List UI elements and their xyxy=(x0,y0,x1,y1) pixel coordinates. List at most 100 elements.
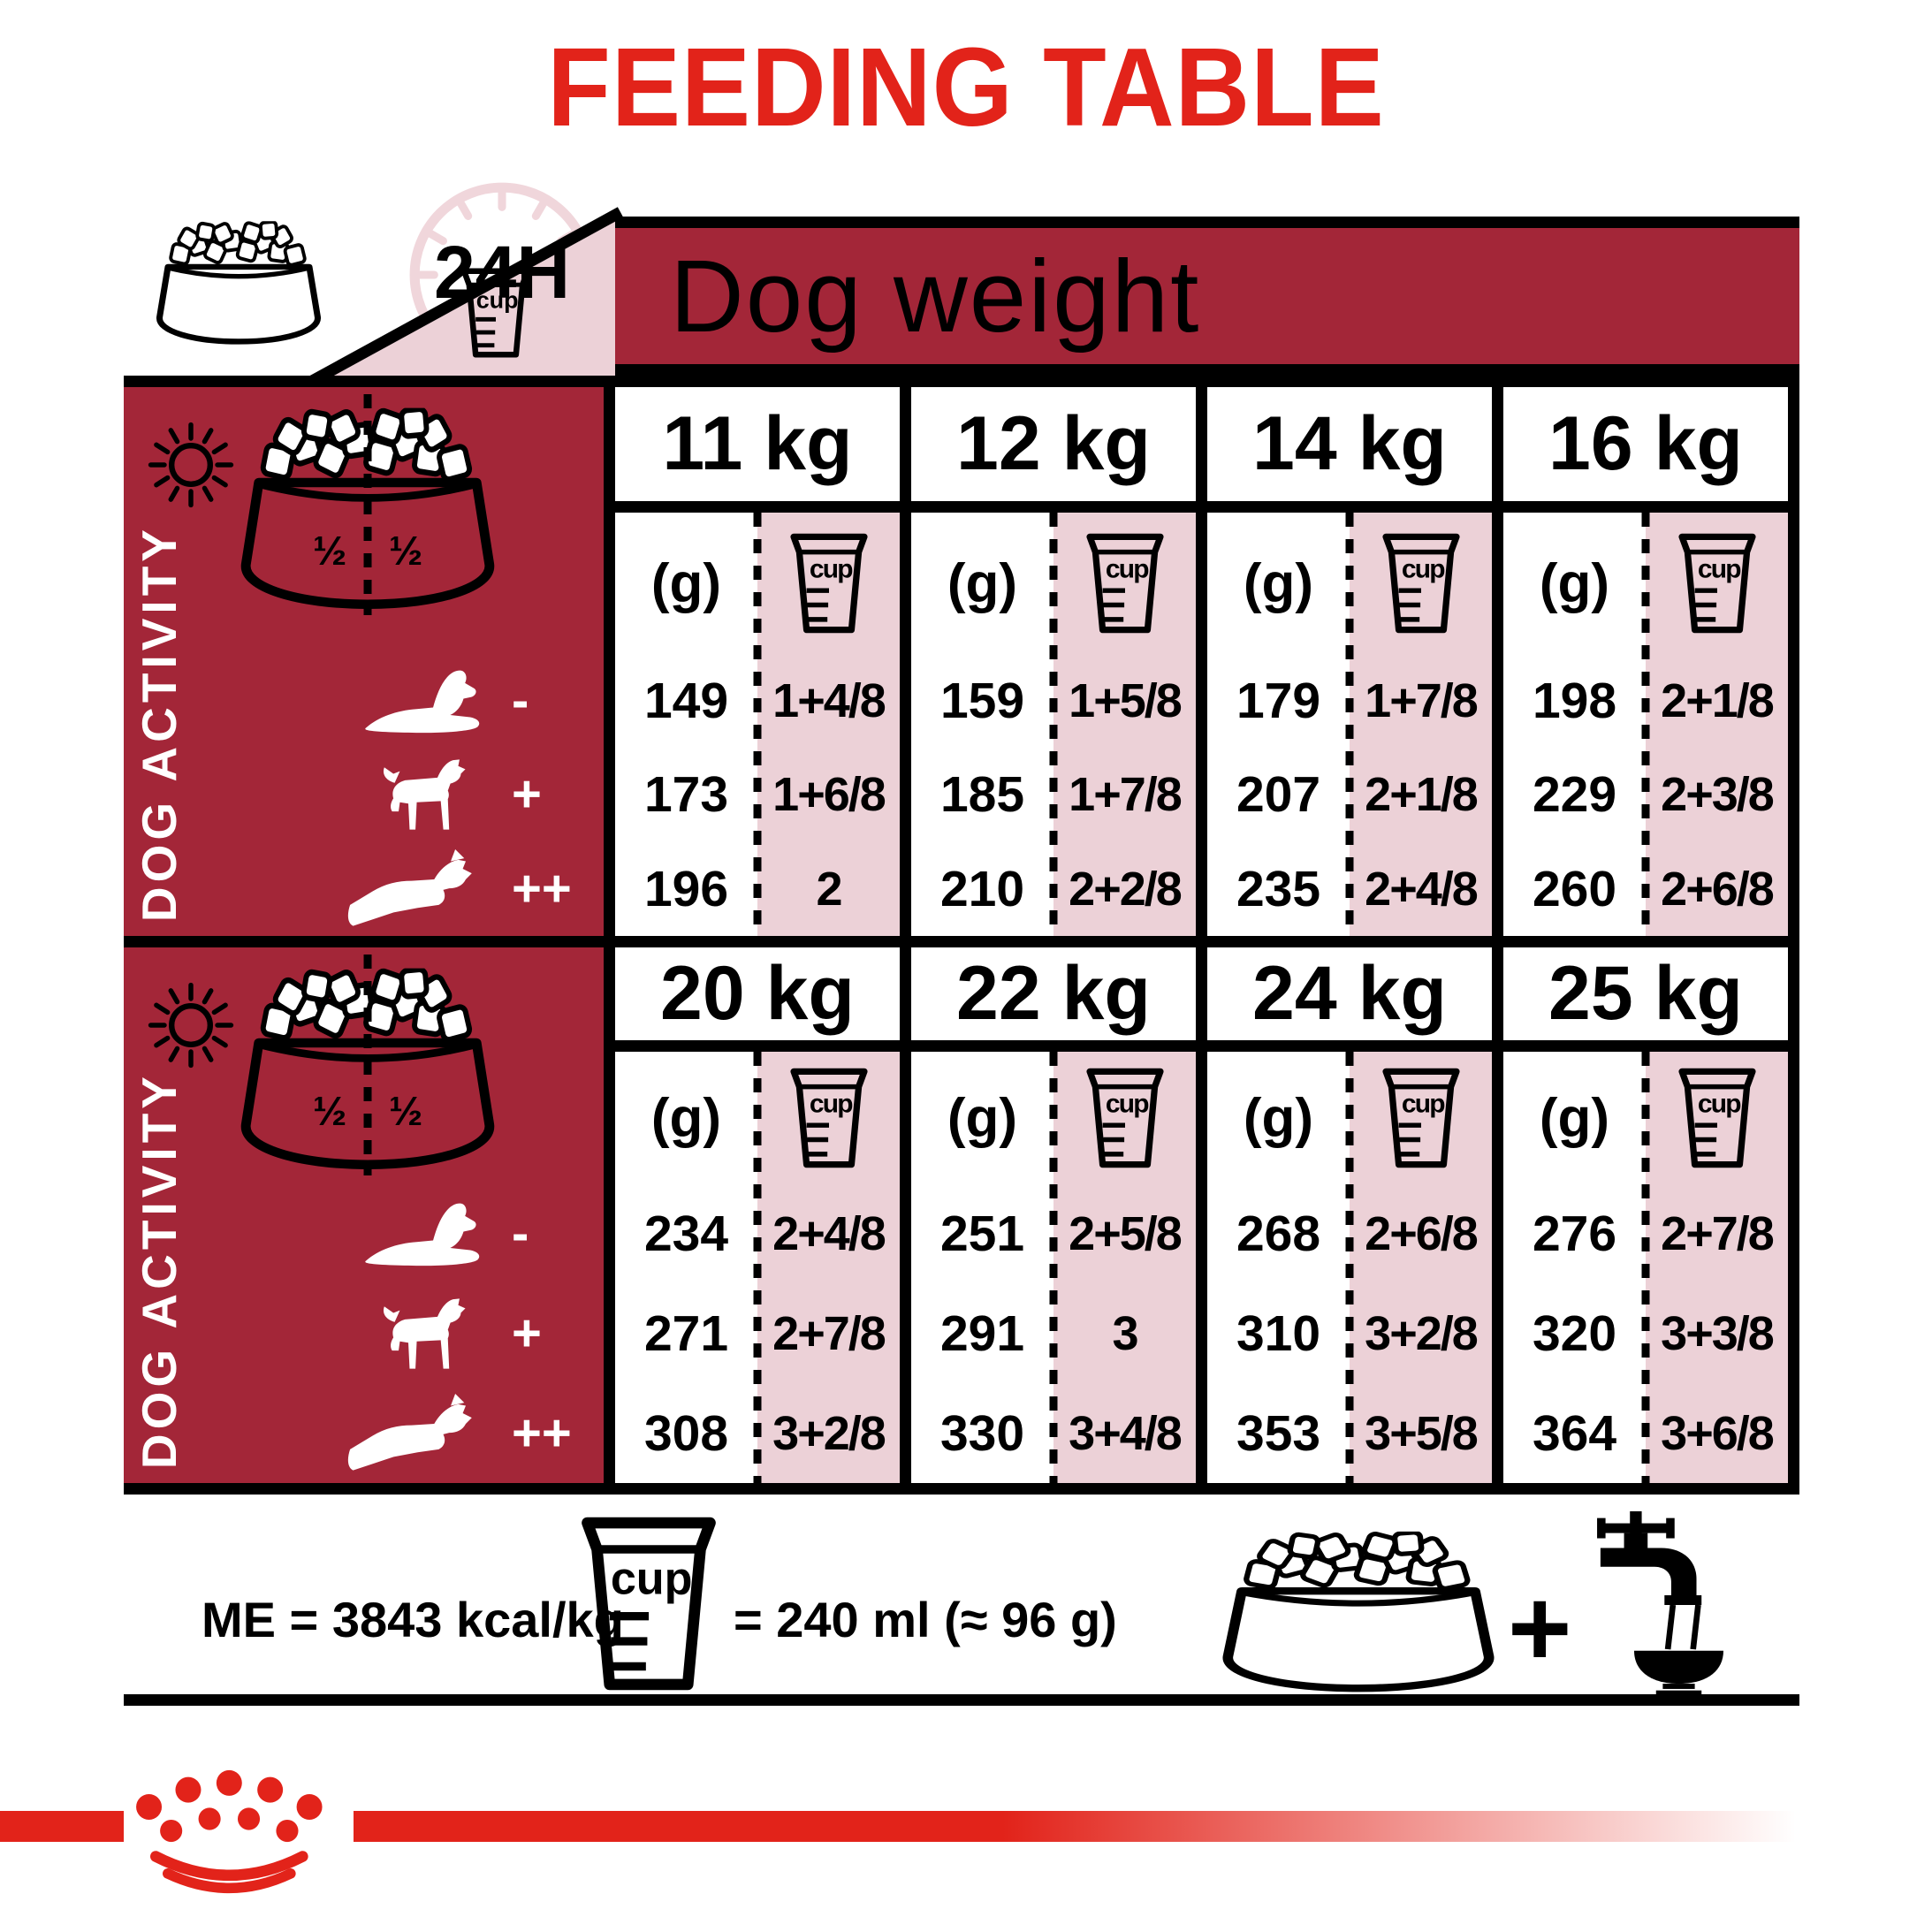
weight-header: 25 kg xyxy=(1503,947,1788,1052)
feeding-value-row: 196 2 xyxy=(615,842,900,936)
activity-level-symbol: - xyxy=(512,672,529,730)
cups-value: 2+6/8 xyxy=(1365,1207,1479,1261)
cups-value: 3+5/8 xyxy=(1365,1406,1479,1460)
grams-value: 149 xyxy=(643,673,729,730)
dog-lying-icon xyxy=(361,664,496,738)
activity-level-row: + xyxy=(256,748,588,841)
weight-column: 25 kg (g) 276 2+7/8 320 3+3/8 364 3+6/8 xyxy=(1503,947,1799,1495)
split-bowl-icon: ½ ½ xyxy=(232,955,504,1175)
dotted-separator xyxy=(1049,1052,1058,1483)
dog-activity-panel: ½ ½ DOG ACTIVITY - + ++ xyxy=(124,947,615,1495)
grams-unit-label: (g) xyxy=(650,1087,722,1149)
activity-levels: - + ++ xyxy=(256,654,588,936)
cups-value: 1+7/8 xyxy=(1069,768,1183,822)
cups-value: 3+3/8 xyxy=(1661,1307,1775,1360)
grams-value: 173 xyxy=(643,766,729,824)
cup-equivalence-label: = 240 ml (≈ 96 g) xyxy=(734,1592,1117,1647)
food-bowl-icon xyxy=(150,219,327,348)
grams-unit-label: (g) xyxy=(947,1087,1018,1149)
cups-value: 3+4/8 xyxy=(1069,1406,1183,1460)
moon-icon xyxy=(518,424,585,509)
grams-value: 310 xyxy=(1236,1305,1321,1362)
feeding-value-row: 271 2+7/8 xyxy=(615,1284,900,1384)
activity-level-row: ++ xyxy=(256,842,588,936)
dog-weight-header: Dog weight xyxy=(615,217,1799,376)
royal-canin-crown-icon xyxy=(113,1768,361,1896)
cups-value: 3+6/8 xyxy=(1661,1406,1775,1460)
unit-header-row: (g) xyxy=(911,1052,1196,1184)
grams-value: 210 xyxy=(939,860,1025,917)
sun-icon xyxy=(147,421,235,509)
activity-level-symbol: ++ xyxy=(512,1403,572,1462)
grams-value: 159 xyxy=(939,673,1025,730)
column-body: (g) 159 1+5/8 185 1+7/8 210 2+2/8 xyxy=(911,513,1196,936)
weight-section-small: ½ ½ DOG ACTIVITY - + ++ 11 kg (g) xyxy=(124,376,1799,947)
feeding-value-row: 173 1+6/8 xyxy=(615,748,900,841)
measuring-cup-icon xyxy=(1381,1066,1462,1170)
cup-unit-cell xyxy=(1350,1052,1492,1184)
cups-value: 1+7/8 xyxy=(1365,674,1479,728)
feeding-value-row: 234 2+4/8 xyxy=(615,1184,900,1284)
cups-value: 2 xyxy=(816,862,842,916)
feeding-value-row: 364 3+6/8 xyxy=(1503,1383,1788,1483)
column-rows: (g) 251 2+5/8 291 3 330 3+4/8 xyxy=(911,1052,1196,1483)
cup-unit-cell xyxy=(757,513,900,654)
activity-level-row: + xyxy=(256,1284,588,1384)
weight-header: 24 kg xyxy=(1207,947,1492,1052)
dotted-separator xyxy=(1345,1052,1354,1483)
feeding-value-row: 310 3+2/8 xyxy=(1207,1284,1492,1384)
cups-value: 2+7/8 xyxy=(772,1307,886,1360)
cups-value: 3+2/8 xyxy=(1365,1307,1479,1360)
cup-unit-cell xyxy=(1646,513,1788,654)
unit-header-row: (g) xyxy=(615,1052,900,1184)
half-portion-label: ½ xyxy=(313,528,347,574)
activity-level-symbol: + xyxy=(512,765,542,824)
page-title: FEEDING TABLE xyxy=(547,25,1385,149)
dog-running-icon xyxy=(346,848,496,931)
column-body: (g) 179 1+7/8 207 2+1/8 235 2+4/8 xyxy=(1207,513,1492,936)
activity-level-symbol: + xyxy=(512,1304,542,1362)
weight-header: 20 kg xyxy=(615,947,900,1052)
dotted-separator xyxy=(1641,513,1650,936)
grams-value: 207 xyxy=(1236,766,1321,824)
feeding-value-row: 260 2+6/8 xyxy=(1503,842,1788,936)
split-dotted-line xyxy=(363,394,372,615)
cups-value: 2+6/8 xyxy=(1661,862,1775,916)
feeding-value-row: 308 3+2/8 xyxy=(615,1383,900,1483)
column-rows: (g) 159 1+5/8 185 1+7/8 210 2+2/8 xyxy=(911,513,1196,936)
feeding-value-row: 276 2+7/8 xyxy=(1503,1184,1788,1284)
feeding-value-row: 291 3 xyxy=(911,1284,1196,1384)
column-body: (g) 149 1+4/8 173 1+6/8 196 2 xyxy=(615,513,900,936)
grams-unit-label: (g) xyxy=(1243,1087,1314,1149)
grams-value: 353 xyxy=(1236,1404,1321,1462)
dog-lying-icon xyxy=(361,1197,496,1271)
food-bowl-icon xyxy=(1213,1529,1504,1697)
activity-level-row: - xyxy=(256,1184,588,1284)
cups-value: 2+2/8 xyxy=(1069,862,1183,916)
dotted-separator xyxy=(753,1052,762,1483)
weight-column: 12 kg (g) 159 1+5/8 185 1+7/8 210 2+2/8 xyxy=(911,376,1207,947)
cups-value: 2+4/8 xyxy=(772,1207,886,1261)
dog-weight-label: Dog weight xyxy=(670,239,1201,354)
grams-value: 320 xyxy=(1532,1305,1617,1362)
feeding-value-row: 149 1+4/8 xyxy=(615,654,900,748)
unit-header-row: (g) xyxy=(1207,1052,1492,1184)
cups-value: 2+5/8 xyxy=(1069,1207,1183,1261)
grams-value: 276 xyxy=(1532,1206,1617,1263)
cups-value: 1+5/8 xyxy=(1069,674,1183,728)
activity-level-symbol: - xyxy=(512,1205,529,1263)
metabolizable-energy-label: ME = 3843 kcal/kg xyxy=(202,1592,624,1647)
measuring-cup-icon xyxy=(579,1513,719,1694)
weight-header: 22 kg xyxy=(911,947,1196,1052)
unit-header-row: (g) xyxy=(1207,513,1492,654)
logo-band-left xyxy=(0,1811,124,1842)
grams-unit-label: (g) xyxy=(1539,552,1610,614)
duration-label: 24H xyxy=(433,231,571,314)
feeding-value-row: 185 1+7/8 xyxy=(911,748,1196,841)
dog-activity-panel: ½ ½ DOG ACTIVITY - + ++ xyxy=(124,376,615,947)
feeding-value-row: 198 2+1/8 xyxy=(1503,654,1788,748)
plus-icon: + xyxy=(1508,1568,1572,1690)
split-dotted-line xyxy=(363,955,372,1175)
cup-unit-cell xyxy=(757,1052,900,1184)
cups-value: 1+4/8 xyxy=(772,674,886,728)
